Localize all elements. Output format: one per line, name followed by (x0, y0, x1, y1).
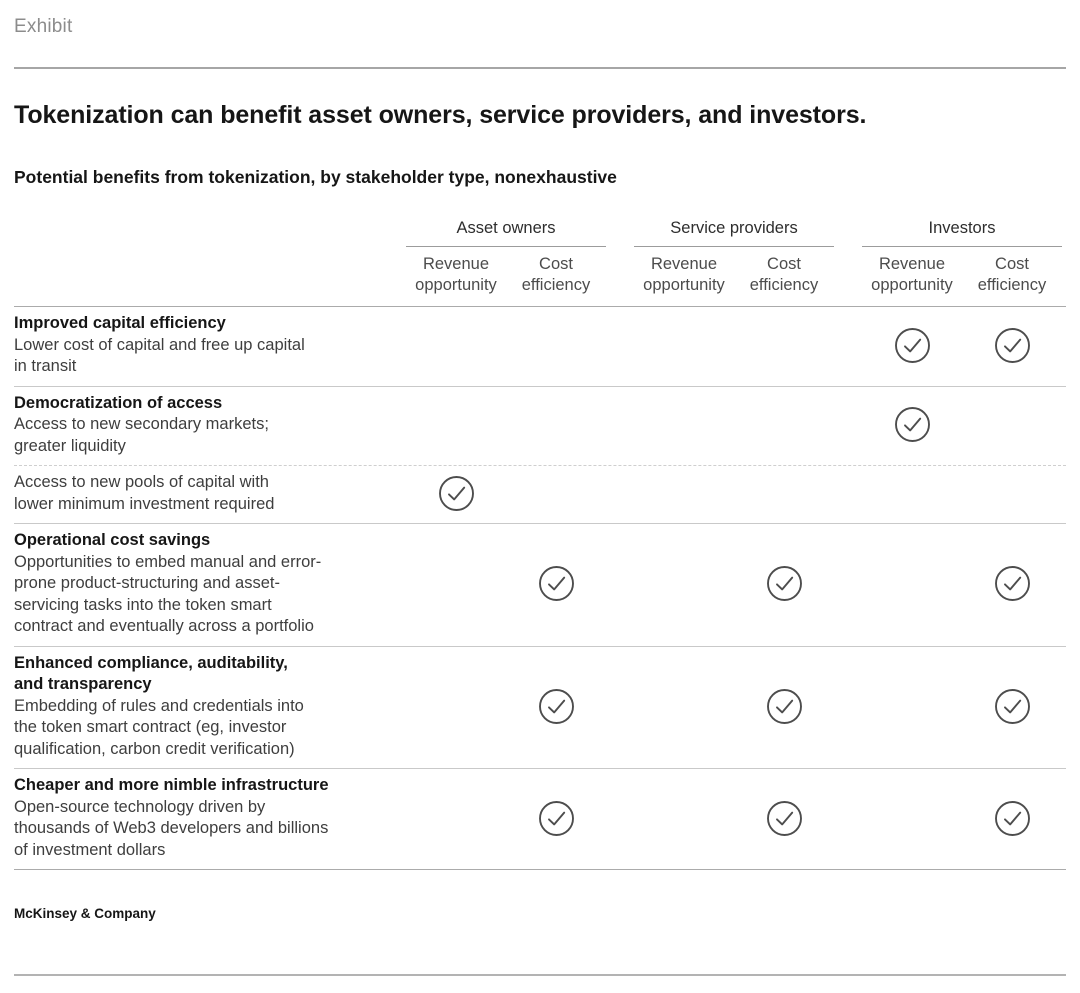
subheader-asset-owners-revenue: Revenue opportunity (415, 255, 497, 294)
check-cell-investors-cost (962, 530, 1062, 638)
table-row: Improved capital efficiency Lower cost o… (14, 307, 1066, 386)
subheader-service-providers-cost: Cost efficiency (749, 255, 819, 294)
benefit-title: Cheaper and more nimble infrastructure (14, 776, 329, 794)
benefit-title: Democratization of access (14, 393, 223, 412)
benefit-description: Open-source technology driven by thousan… (14, 797, 329, 859)
page-subtitle: Potential benefits from tokenization, by… (14, 167, 617, 187)
table-rows: Improved capital efficiency Lower cost o… (14, 306, 1066, 870)
check-cell-asset-owners-revenue (406, 472, 506, 515)
benefits-table: Asset owners Service providers Investors… (14, 217, 1066, 870)
check-cell-service-providers-cost (734, 775, 834, 861)
footer-brand: McKinsey & Company (14, 906, 156, 921)
subheader-service-providers-revenue: Revenue opportunity (643, 255, 725, 294)
table-row: Operational cost savings Opportunities t… (14, 523, 1066, 646)
check-cell-asset-owners-cost (506, 775, 606, 861)
check-cell-investors-revenue (862, 653, 962, 761)
check-cell-asset-owners-cost (506, 653, 606, 761)
benefit-cell: Improved capital efficiency Lower cost o… (14, 313, 406, 378)
benefit-cell: Cheaper and more nimble infrastructure O… (14, 775, 406, 861)
table-row: Enhanced compliance, auditability, and t… (14, 645, 1066, 769)
check-cell-service-providers-revenue (634, 653, 734, 761)
check-cell-investors-cost (962, 653, 1062, 761)
benefit-description: Access to new pools of capital with lowe… (14, 473, 275, 513)
benefit-cell: Access to new pools of capital with lowe… (14, 472, 406, 515)
check-icon (766, 688, 802, 724)
check-cell-asset-owners-cost (506, 472, 606, 515)
check-cell-investors-revenue (862, 775, 962, 861)
check-icon (538, 566, 574, 602)
check-cell-service-providers-revenue (634, 472, 734, 515)
check-cell-investors-cost (962, 313, 1062, 378)
check-cell-service-providers-revenue (634, 393, 734, 458)
benefit-description: Embedding of rules and credentials into … (14, 696, 304, 758)
check-cell-investors-revenue (862, 313, 962, 378)
page-title: Tokenization can benefit asset owners, s… (14, 101, 867, 129)
top-divider (14, 67, 1066, 69)
check-cell-asset-owners-cost (506, 393, 606, 458)
benefit-title: Enhanced compliance, auditability, and t… (14, 653, 288, 694)
subheader-asset-owners-cost: Cost efficiency (521, 255, 591, 294)
check-cell-service-providers-cost (734, 653, 834, 761)
check-cell-asset-owners-revenue (406, 393, 506, 458)
check-icon (994, 800, 1030, 836)
benefit-title: Improved capital efficiency (14, 314, 226, 332)
table-header-groups: Asset owners Service providers Investors (14, 217, 1066, 247)
benefit-title: Operational cost savings (14, 531, 211, 549)
check-cell-investors-cost (962, 393, 1062, 458)
check-cell-service-providers-revenue (634, 775, 734, 861)
check-icon (438, 476, 474, 511)
subheader-investors-cost: Cost efficiency (977, 255, 1047, 294)
subheader-investors-revenue: Revenue opportunity (871, 255, 953, 294)
benefit-cell: Enhanced compliance, auditability, and t… (14, 653, 406, 761)
benefit-description: Opportunities to embed manual and error-… (14, 552, 322, 636)
check-icon (538, 688, 574, 724)
check-cell-investors-revenue (862, 472, 962, 515)
check-icon (538, 800, 574, 836)
check-icon (766, 566, 802, 602)
check-cell-service-providers-cost (734, 393, 834, 458)
check-cell-service-providers-cost (734, 530, 834, 638)
check-cell-service-providers-cost (734, 313, 834, 378)
check-cell-service-providers-cost (734, 472, 834, 515)
benefit-description: Lower cost of capital and free up capita… (14, 335, 305, 376)
check-cell-investors-revenue (862, 393, 962, 458)
check-icon (766, 800, 802, 836)
check-icon (994, 688, 1030, 724)
check-cell-asset-owners-cost (506, 313, 606, 378)
check-cell-service-providers-revenue (634, 530, 734, 638)
table-header-subcolumns: Revenue opportunity Cost efficiency Reve… (14, 247, 1066, 306)
benefit-cell: Operational cost savings Opportunities t… (14, 530, 406, 638)
column-group-investors: Investors (862, 217, 1062, 247)
check-cell-asset-owners-cost (506, 530, 606, 638)
check-icon (994, 327, 1030, 363)
check-cell-asset-owners-revenue (406, 530, 506, 638)
check-cell-investors-cost (962, 472, 1062, 515)
exhibit-label: Exhibit (14, 16, 73, 37)
check-cell-asset-owners-revenue (406, 653, 506, 761)
table-row: Democratization of access Access to new … (14, 385, 1066, 466)
check-cell-asset-owners-revenue (406, 775, 506, 861)
benefit-cell: Democratization of access Access to new … (14, 393, 406, 458)
column-group-asset-owners: Asset owners (406, 217, 606, 247)
check-icon (894, 407, 930, 443)
column-group-service-providers: Service providers (634, 217, 834, 247)
check-icon (894, 327, 930, 363)
check-cell-service-providers-revenue (634, 313, 734, 378)
exhibit-page: Exhibit Tokenization can benefit asset o… (0, 16, 1080, 993)
check-icon (994, 566, 1030, 602)
check-cell-investors-cost (962, 775, 1062, 861)
table-row: Access to new pools of capital with lowe… (14, 465, 1066, 523)
table-row: Cheaper and more nimble infrastructure O… (14, 768, 1066, 869)
check-cell-asset-owners-revenue (406, 313, 506, 378)
check-cell-investors-revenue (862, 530, 962, 638)
benefit-description: Access to new secondary markets; greater… (14, 415, 269, 455)
bottom-divider (14, 974, 1066, 976)
